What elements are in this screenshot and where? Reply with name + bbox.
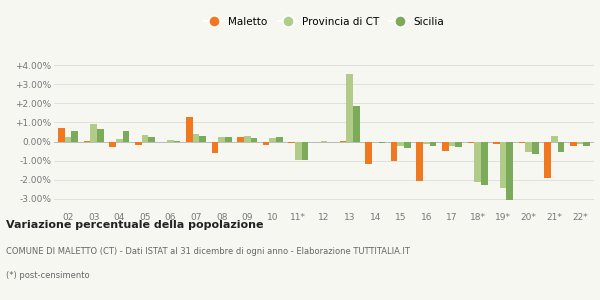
Bar <box>320 141 328 142</box>
Bar <box>244 136 251 142</box>
Bar <box>423 142 430 144</box>
Bar <box>500 142 506 188</box>
Bar <box>116 139 122 142</box>
Bar <box>467 142 474 143</box>
Bar <box>109 142 116 147</box>
Bar <box>481 142 488 185</box>
Bar <box>577 142 583 144</box>
Bar <box>397 142 404 146</box>
Bar <box>269 138 276 142</box>
Bar <box>251 138 257 142</box>
Bar <box>551 136 557 142</box>
Bar <box>430 142 436 146</box>
Bar <box>237 137 244 142</box>
Bar <box>186 117 193 142</box>
Text: Variazione percentuale della popolazione: Variazione percentuale della popolazione <box>6 220 263 230</box>
Bar <box>212 142 218 153</box>
Bar <box>519 142 526 143</box>
Bar <box>557 142 565 152</box>
Bar <box>583 142 590 146</box>
Bar <box>493 142 500 144</box>
Bar <box>58 128 65 142</box>
Bar <box>570 142 577 146</box>
Bar <box>346 74 353 142</box>
Bar <box>340 141 346 142</box>
Bar <box>225 137 232 142</box>
Legend: Maletto, Provincia di CT, Sicilia: Maletto, Provincia di CT, Sicilia <box>200 12 448 31</box>
Bar <box>276 137 283 142</box>
Bar <box>174 141 181 142</box>
Bar <box>526 142 532 152</box>
Bar <box>289 142 295 143</box>
Bar <box>404 142 411 148</box>
Bar <box>474 142 481 182</box>
Bar <box>302 142 308 160</box>
Bar <box>91 124 97 142</box>
Bar <box>379 142 385 143</box>
Bar <box>97 129 104 142</box>
Bar <box>449 142 455 146</box>
Bar <box>455 142 462 147</box>
Bar <box>167 140 174 142</box>
Bar <box>506 142 513 200</box>
Bar <box>218 137 225 142</box>
Bar <box>544 142 551 178</box>
Bar <box>135 142 142 145</box>
Bar <box>391 142 397 160</box>
Bar <box>83 141 91 142</box>
Text: COMUNE DI MALETTO (CT) - Dati ISTAT al 31 dicembre di ogni anno - Elaborazione T: COMUNE DI MALETTO (CT) - Dati ISTAT al 3… <box>6 248 410 256</box>
Bar <box>365 142 372 164</box>
Bar <box>142 135 148 142</box>
Bar <box>193 134 199 142</box>
Bar <box>353 106 359 142</box>
Bar <box>199 136 206 142</box>
Bar <box>148 137 155 142</box>
Bar <box>295 142 302 160</box>
Bar <box>442 142 449 152</box>
Bar <box>532 142 539 154</box>
Bar <box>263 142 269 145</box>
Bar <box>71 131 78 142</box>
Bar <box>416 142 423 181</box>
Text: (*) post-censimento: (*) post-censimento <box>6 272 89 280</box>
Bar <box>65 137 71 142</box>
Bar <box>122 131 129 142</box>
